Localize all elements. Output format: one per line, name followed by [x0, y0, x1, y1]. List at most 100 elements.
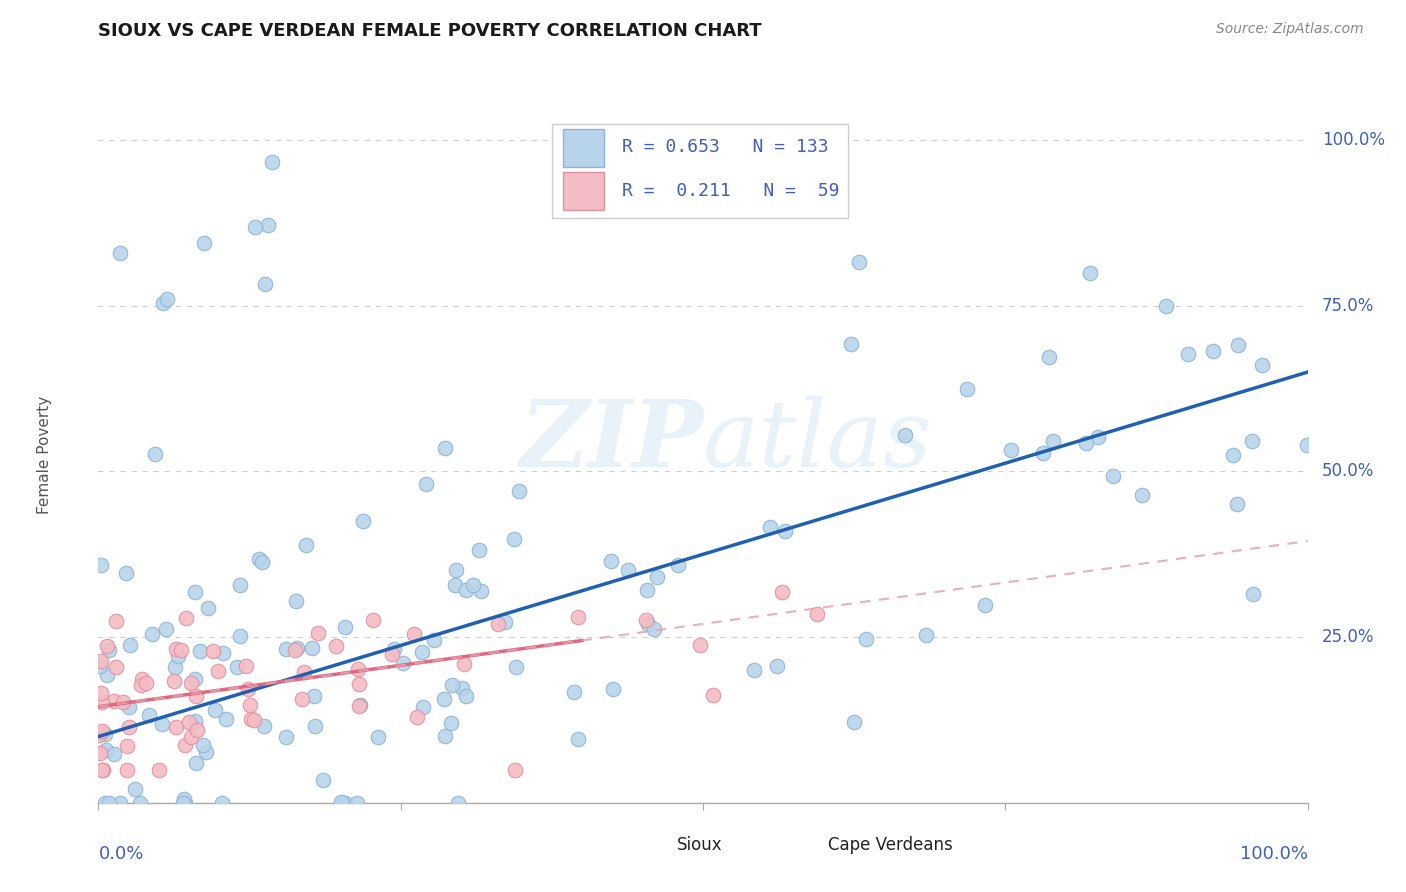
Point: [138, 708, 160, 723]
Point: [415, 476, 437, 491]
Point: [247, 552, 270, 566]
Point: [330, 796, 353, 810]
Point: [402, 627, 425, 641]
Point: [1087, 430, 1109, 444]
Point: [1032, 446, 1054, 460]
Point: [1154, 299, 1177, 313]
Point: [172, 796, 194, 810]
Point: [186, 756, 208, 770]
Point: [423, 633, 446, 648]
Point: [346, 796, 368, 810]
Point: [155, 623, 177, 637]
Text: Female Poverty: Female Poverty: [37, 396, 52, 514]
Point: [766, 658, 789, 673]
Point: [97, 642, 120, 657]
Point: [486, 616, 509, 631]
Point: [505, 660, 527, 674]
Point: [148, 763, 170, 777]
Point: [1241, 434, 1264, 448]
Point: [96, 667, 118, 681]
Text: 75.0%: 75.0%: [1322, 297, 1375, 315]
Point: [129, 796, 152, 810]
Point: [848, 255, 870, 269]
Point: [412, 700, 434, 714]
Point: [96, 743, 118, 757]
Point: [304, 719, 326, 733]
Point: [131, 673, 153, 687]
Point: [89, 746, 111, 760]
Point: [155, 293, 177, 307]
Point: [167, 649, 190, 664]
Point: [173, 796, 195, 810]
Text: R = 0.653   N = 133: R = 0.653 N = 133: [621, 138, 828, 156]
Point: [1241, 587, 1264, 601]
Point: [177, 715, 200, 730]
Point: [433, 442, 456, 456]
Point: [183, 672, 205, 686]
Text: 100.0%: 100.0%: [1322, 131, 1385, 149]
Point: [1226, 337, 1249, 351]
Point: [302, 689, 325, 703]
Point: [974, 598, 997, 612]
Point: [256, 218, 278, 232]
Point: [207, 664, 229, 678]
Point: [114, 566, 136, 580]
Point: [773, 524, 796, 538]
Point: [567, 610, 589, 624]
Point: [333, 620, 356, 634]
Point: [450, 681, 472, 695]
Text: Sioux: Sioux: [676, 836, 723, 854]
Point: [1226, 497, 1249, 511]
Point: [129, 678, 152, 692]
Point: [169, 643, 191, 657]
Point: [447, 796, 470, 810]
Text: R =  0.211   N =  59: R = 0.211 N = 59: [621, 182, 839, 200]
Point: [108, 246, 131, 260]
Point: [165, 641, 187, 656]
Text: 100.0%: 100.0%: [1240, 845, 1308, 863]
Point: [215, 712, 238, 726]
Point: [1177, 347, 1199, 361]
Point: [702, 688, 724, 702]
Point: [243, 219, 266, 234]
Point: [120, 638, 142, 652]
Point: [361, 613, 384, 627]
Point: [152, 296, 174, 310]
Point: [285, 594, 308, 608]
Point: [770, 585, 793, 599]
FancyBboxPatch shape: [630, 833, 665, 855]
Point: [90, 685, 112, 699]
Point: [150, 716, 173, 731]
Point: [349, 698, 371, 713]
Point: [844, 714, 866, 729]
Point: [503, 533, 526, 547]
Point: [174, 738, 197, 752]
Point: [636, 583, 658, 598]
Point: [204, 703, 226, 717]
Point: [434, 729, 457, 743]
Point: [94, 796, 117, 810]
Point: [602, 681, 624, 696]
Point: [238, 682, 260, 697]
Point: [195, 745, 218, 759]
Point: [124, 782, 146, 797]
Point: [274, 642, 297, 657]
Point: [433, 692, 456, 706]
Point: [411, 645, 433, 659]
Point: [105, 614, 128, 628]
Point: [104, 660, 127, 674]
Text: SIOUX VS CAPE VERDEAN FEMALE POVERTY CORRELATION CHART: SIOUX VS CAPE VERDEAN FEMALE POVERTY COR…: [98, 22, 762, 40]
Point: [274, 730, 297, 744]
Point: [347, 662, 370, 676]
Point: [91, 763, 114, 777]
Point: [235, 659, 257, 673]
Text: 50.0%: 50.0%: [1322, 462, 1375, 481]
Point: [188, 643, 211, 657]
Point: [90, 695, 112, 709]
Point: [1296, 438, 1319, 452]
Point: [392, 656, 415, 670]
Point: [260, 154, 283, 169]
Point: [444, 578, 467, 592]
Point: [454, 582, 477, 597]
Point: [1000, 443, 1022, 458]
